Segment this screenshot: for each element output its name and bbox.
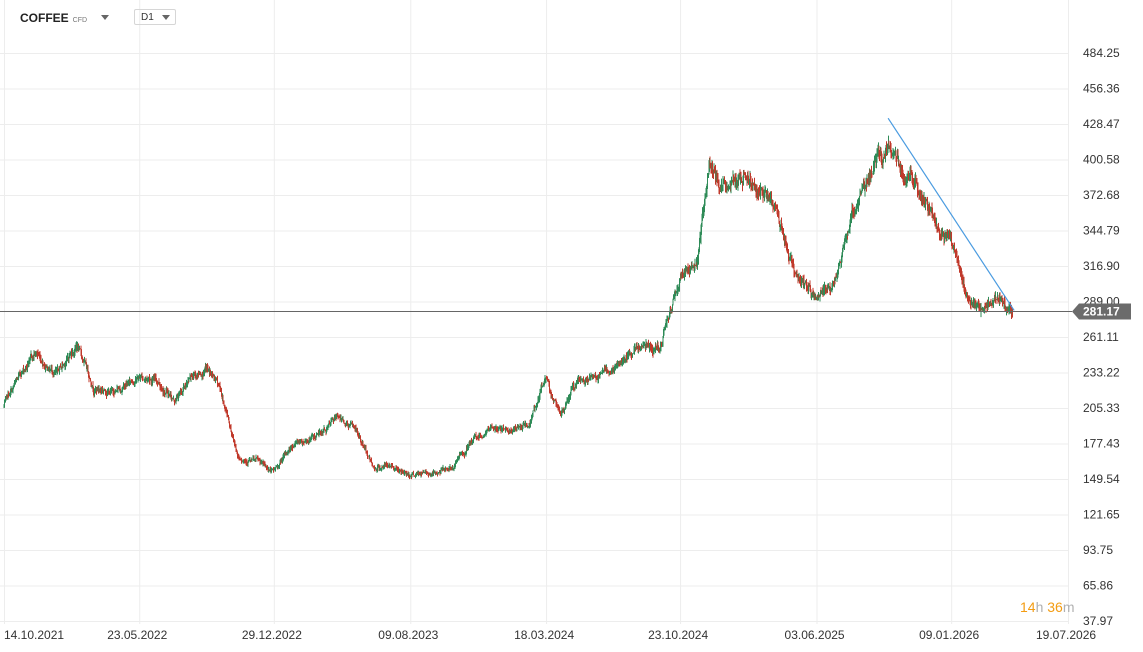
date-tick-label: 18.03.2024 xyxy=(514,628,574,642)
date-tick-label: 19.07.2026 xyxy=(1036,628,1096,642)
date-tick-label: 29.12.2022 xyxy=(242,628,302,642)
price-tick-label: 344.79 xyxy=(1083,223,1120,237)
date-tick-label: 03.06.2025 xyxy=(785,628,845,642)
price-tick-label: 484.25 xyxy=(1083,46,1120,60)
time-axis[interactable]: 14.10.2021 23.05.2022 29.12.2022 09.08.2023… xyxy=(4,628,1096,642)
price-tick-label: 149.54 xyxy=(1083,472,1120,486)
chart-toolbar: COFFEE CFD D1 xyxy=(0,0,1143,34)
price-axis[interactable]: 484.25 456.36 428.47 400.58 372.68 344.79 316.… xyxy=(1083,46,1120,628)
price-tick-label: 233.22 xyxy=(1083,365,1120,379)
candle-countdown: 14h 36m xyxy=(1020,599,1075,615)
symbol-selector[interactable]: COFFEE CFD xyxy=(20,11,110,25)
price-tick-label: 400.58 xyxy=(1083,152,1120,166)
price-tick-label: 456.36 xyxy=(1083,81,1120,95)
price-tick-label: 65.86 xyxy=(1083,579,1113,593)
symbol-type: CFD xyxy=(72,17,88,24)
date-tick-label: 09.08.2023 xyxy=(378,628,438,642)
price-tick-label: 261.11 xyxy=(1083,330,1119,344)
price-tick-label: 428.47 xyxy=(1083,117,1120,131)
timeframe-selector[interactable]: D1 xyxy=(134,9,176,25)
price-tick-label: 372.68 xyxy=(1083,188,1120,202)
timeframe-value: D1 xyxy=(141,12,154,23)
chart-grid xyxy=(0,0,1069,624)
price-tick-label: 37.97 xyxy=(1083,614,1113,628)
chevron-down-icon xyxy=(101,15,110,20)
price-tick-label: 93.75 xyxy=(1083,543,1113,557)
chevron-down-icon xyxy=(162,15,170,20)
price-tick-label: 121.65 xyxy=(1083,507,1120,521)
date-tick-label: 23.05.2022 xyxy=(107,628,167,642)
date-tick-label: 23.10.2024 xyxy=(648,628,708,642)
price-tick-label: 205.33 xyxy=(1083,401,1120,415)
price-tick-label: 316.90 xyxy=(1083,259,1120,273)
current-price-label: 281.17 xyxy=(1072,303,1131,320)
date-tick-label: 09.01.2026 xyxy=(919,628,979,642)
trendline[interactable] xyxy=(887,117,1015,311)
price-tick-label: 177.43 xyxy=(1083,437,1120,451)
current-price-value: 281.17 xyxy=(1083,304,1120,318)
candlestick-series xyxy=(3,135,1013,480)
date-tick-label: 14.10.2021 xyxy=(4,628,64,642)
symbol-name: COFFEE xyxy=(20,11,69,25)
